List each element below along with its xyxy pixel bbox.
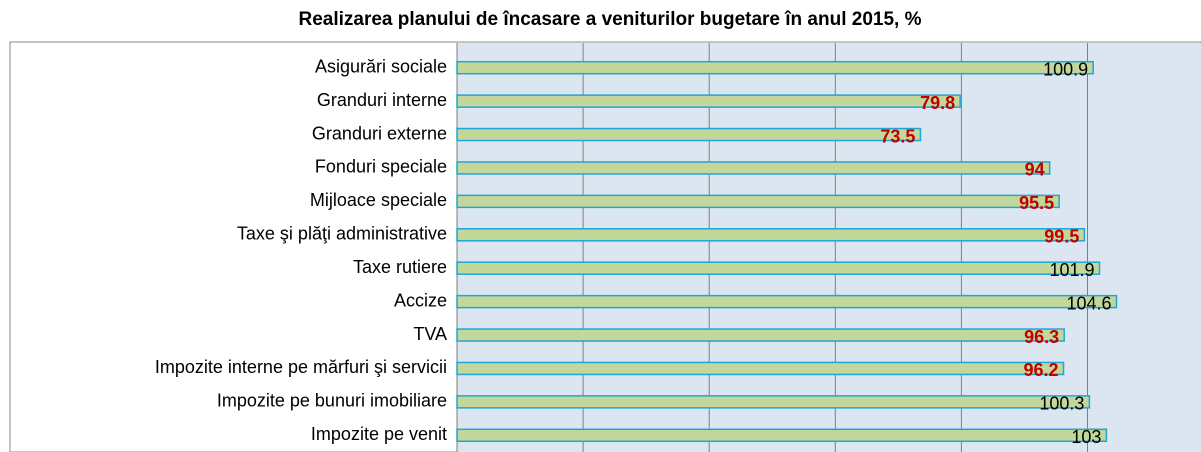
- y-tick-label: Accize: [394, 290, 447, 310]
- data-label: 100.9: [1043, 59, 1088, 79]
- bar: [456, 127, 922, 142]
- y-tick-label: Granduri interne: [317, 90, 447, 110]
- bar: [456, 94, 961, 108]
- y-tick-label: Impozite pe bunuri imobiliare: [217, 391, 447, 411]
- data-label: 96.3: [1024, 327, 1059, 347]
- data-label: 99.5: [1044, 227, 1079, 247]
- data-label: 103: [1071, 427, 1101, 447]
- y-tick-label: Mijloace speciale: [310, 190, 447, 210]
- bar: [456, 328, 1065, 342]
- y-tick-label: Taxe rutiere: [353, 257, 447, 277]
- y-tick-label: Impozite pe venit: [311, 424, 447, 444]
- bar: [456, 228, 1086, 242]
- y-tick-label: Impozite interne pe mărfuri şi servicii: [155, 357, 447, 377]
- data-label: 101.9: [1049, 260, 1094, 280]
- y-tick-label: Granduri externe: [312, 123, 447, 143]
- bar: [456, 395, 1091, 409]
- bar: [456, 60, 1094, 75]
- y-tick-label: Taxe şi plăţi administrative: [237, 224, 447, 244]
- bar: [456, 261, 1101, 275]
- data-label: 96.2: [1024, 360, 1059, 380]
- data-label: 100.3: [1039, 394, 1084, 414]
- bar: [456, 361, 1065, 376]
- data-label: 73.5: [880, 126, 915, 146]
- data-label: 104.6: [1066, 293, 1111, 313]
- bar: [456, 194, 1060, 209]
- data-label: 94: [1025, 160, 1045, 180]
- bar: [456, 161, 1051, 175]
- y-tick-label: Asigurări sociale: [315, 56, 447, 76]
- y-tick-label: Fonduri speciale: [315, 157, 447, 177]
- bar: [456, 428, 1108, 443]
- data-label: 79.8: [920, 93, 955, 113]
- data-label: 95.5: [1019, 193, 1054, 213]
- bar: [456, 294, 1118, 309]
- y-tick-label: TVA: [413, 324, 447, 344]
- chart-title: Realizarea planului de încasare a venitu…: [298, 9, 921, 30]
- plot-area: [457, 43, 1201, 452]
